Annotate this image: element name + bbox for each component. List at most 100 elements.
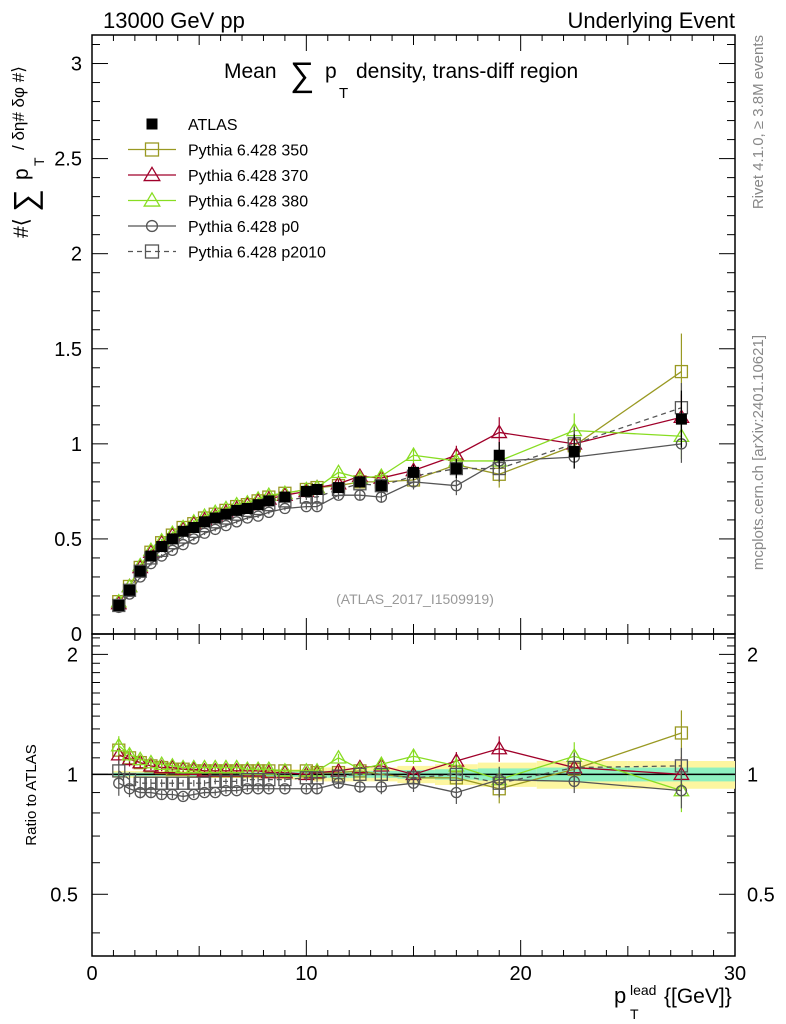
data-point <box>450 479 463 492</box>
xlabel-sup: lead <box>630 982 656 998</box>
legend: ATLAS Pythia 6.428 350 Pythia 6.428 370 Pyt… <box>128 117 326 262</box>
main-y-tick-label: 2 <box>71 244 82 266</box>
plot-title: Mean ∑ p T density, trans-diff region <box>224 56 578 102</box>
legend-marker <box>146 118 158 130</box>
ratio-point <box>196 762 213 777</box>
data-point <box>177 525 189 537</box>
data-point <box>568 445 580 457</box>
ratio-y-tick-label: 0.5 <box>50 884 78 906</box>
data-point <box>674 364 689 379</box>
ratio-y-axis-label: Ratio to ATLAS <box>23 744 40 845</box>
data-point <box>311 500 323 513</box>
xlabel-sub: T <box>630 1006 639 1022</box>
ratio-plot-series <box>110 710 690 813</box>
data-point <box>112 598 126 613</box>
ratio-point <box>374 767 389 781</box>
ratio-plot-ticks: 0 10 20 30 0.5 0.5 1 1 2 2 <box>50 634 775 985</box>
data-point <box>408 466 419 478</box>
ratio-y-tick-label: 2 <box>67 644 78 666</box>
main-y-tick-label: 3 <box>71 54 82 76</box>
data-point <box>332 482 344 494</box>
ratio-point <box>185 760 203 775</box>
ylabel-sub: T <box>31 157 47 166</box>
ratio-point <box>208 774 222 789</box>
data-point <box>156 541 168 553</box>
xlabel-post: {[GeV]} <box>664 985 732 1008</box>
ratio-point <box>228 759 246 774</box>
ratio-point <box>375 781 388 793</box>
legend-marker <box>144 142 160 157</box>
ratio-point <box>567 760 581 775</box>
data-point <box>241 502 253 514</box>
ratio-point <box>249 760 267 775</box>
rivet-version-label: Rivet 4.1.0, ≥ 3.8M events <box>750 35 767 209</box>
ratio-point <box>174 760 192 775</box>
ratio-point <box>405 747 422 763</box>
ratio-point <box>131 754 149 769</box>
legend-entry-pythia-6-428-350: Pythia 6.428 350 <box>128 142 308 160</box>
ratio-point <box>155 776 169 790</box>
data-point <box>231 504 243 516</box>
x-tick-label: 0 <box>86 963 97 985</box>
ratio-point <box>262 772 276 787</box>
ratio-point <box>187 776 201 790</box>
ratio-point <box>330 749 347 764</box>
ratio-point <box>176 776 190 790</box>
legend-entry-pythia-6-428-p0: Pythia 6.428 p0 <box>128 219 299 236</box>
legend-label: Pythia 6.428 350 <box>188 143 308 160</box>
ratio-point <box>353 767 367 781</box>
data-point <box>263 495 275 507</box>
ratio-point <box>196 759 213 774</box>
ratio-point <box>310 771 324 785</box>
data-point <box>134 565 146 577</box>
x-tick-label: 30 <box>724 963 746 985</box>
ratio-point <box>449 767 464 781</box>
legend-marker <box>143 191 161 207</box>
ratio-y-tick-label-right: 2 <box>747 644 758 666</box>
main-y-axis-label: #⟨ ∑ p T / δη# δφ #⟩ <box>7 66 47 238</box>
ratio-point <box>131 751 149 766</box>
ratio-point <box>122 772 137 787</box>
xlabel-p: p <box>614 983 626 1008</box>
data-point <box>124 584 136 596</box>
header-left-collision: 13000 GeV pp <box>103 8 245 33</box>
ratio-point <box>144 776 158 790</box>
data-point <box>330 464 347 479</box>
legend-label: Pythia 6.428 370 <box>188 168 308 185</box>
series-line <box>118 407 682 606</box>
ratio-point <box>239 762 256 777</box>
ratio-point <box>490 740 508 755</box>
legend-marker <box>143 166 161 182</box>
ratio-point <box>674 726 689 740</box>
series-line <box>118 429 682 603</box>
x-tick-label: 20 <box>510 963 532 985</box>
ratio-point <box>279 783 291 795</box>
plot-title-sum: ∑ <box>290 56 314 94</box>
main-y-tick-label: 1 <box>71 434 82 456</box>
legend-label: Pythia 6.428 380 <box>188 194 308 211</box>
ratio-point <box>406 771 421 785</box>
legend-entry-atlas: ATLAS <box>146 117 238 134</box>
ratio-point <box>197 776 212 790</box>
mcplots-reference-label: mcplots.cern.ch [arXiv:2401.10621] <box>750 335 767 570</box>
x-axis-label: p lead T {[GeV]} <box>614 982 732 1022</box>
ratio-point <box>249 762 267 777</box>
plot-title-sub: T <box>339 85 348 102</box>
ratio-point <box>185 759 203 774</box>
header-right-process: Underlying Event <box>567 8 735 33</box>
ratio-point <box>230 784 243 797</box>
series-pythia-6-428-380 <box>110 413 690 608</box>
series-atlas <box>113 390 687 611</box>
data-point <box>279 502 291 515</box>
analysis-id-label: (ATLAS_2017_I1509919) <box>336 591 494 607</box>
ratio-point <box>177 790 189 803</box>
data-point <box>209 512 221 524</box>
x-tick-label: 10 <box>295 963 317 985</box>
ratio-point <box>260 760 278 775</box>
legend-marker <box>145 219 159 233</box>
ylabel-post: / δη# δφ #⟩ <box>9 66 28 150</box>
ratio-point <box>263 783 275 795</box>
ratio-point <box>121 746 138 761</box>
data-point <box>279 491 291 503</box>
ratio-series-pythia-6-428-p2010 <box>112 747 689 798</box>
